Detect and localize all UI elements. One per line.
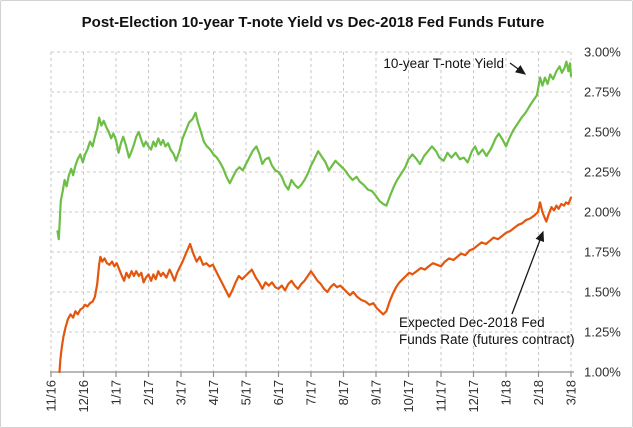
y-tick-label: 3.00% [584, 45, 621, 60]
x-tick-label: 4/17 [206, 380, 221, 405]
x-tick-label: 11/16 [44, 380, 59, 412]
chart-title: Post-Election 10-year T-note Yield vs De… [82, 14, 545, 31]
x-tick-label: 12/16 [76, 380, 91, 413]
y-tick-label: 2.75% [584, 85, 621, 100]
annotation-orange-label-line1: Expected Dec-2018 Fed [399, 315, 545, 330]
y-tick-label: 2.00% [584, 205, 621, 220]
y-tick-label: 1.50% [584, 285, 621, 300]
axis-layer [50, 371, 574, 377]
y-tick-label: 1.25% [584, 325, 621, 340]
tick-label-layer: 1.00% 1.25% 1.50% 1.75% 2.00% 2.25% 2.50% 2.75%… [44, 45, 622, 413]
arrow-to-green-line-icon [509, 62, 527, 75]
annotation-layer: 10-year T-note Yield Expected Dec-2018 F… [383, 56, 574, 347]
x-tick-label: 12/17 [466, 380, 481, 413]
green-series-line [56, 60, 573, 241]
x-tick-label: 9/17 [369, 380, 384, 405]
orange-series-line [58, 196, 573, 374]
y-tick-label: 1.75% [584, 245, 621, 260]
x-tick-label: 7/17 [304, 380, 319, 405]
x-tick-label: 1/17 [109, 380, 124, 405]
series-layer [56, 60, 573, 374]
x-tick-label: 3/17 [174, 380, 189, 405]
x-tick-label: 5/17 [239, 380, 254, 405]
x-tick-label: 6/17 [271, 380, 286, 405]
y-tick-label: 2.25% [584, 165, 621, 180]
x-tick-label: 2/17 [141, 380, 156, 405]
annotation-orange-label-line2: Funds Rate (futures contract) [399, 332, 575, 347]
x-tick-label: 11/17 [434, 380, 449, 412]
arrow-to-orange-line-icon [511, 230, 545, 315]
y-tick-label: 2.50% [584, 125, 621, 140]
grid-layer [50, 51, 572, 372]
y-tick-label: 1.00% [584, 365, 621, 380]
x-tick-label: 2/18 [531, 380, 546, 405]
x-tick-label: 1/18 [499, 380, 514, 405]
annotation-green-label: 10-year T-note Yield [383, 56, 504, 71]
x-tick-label: 10/17 [401, 380, 416, 413]
x-tick-label: 3/18 [564, 380, 579, 405]
x-tick-label: 8/17 [336, 380, 351, 405]
